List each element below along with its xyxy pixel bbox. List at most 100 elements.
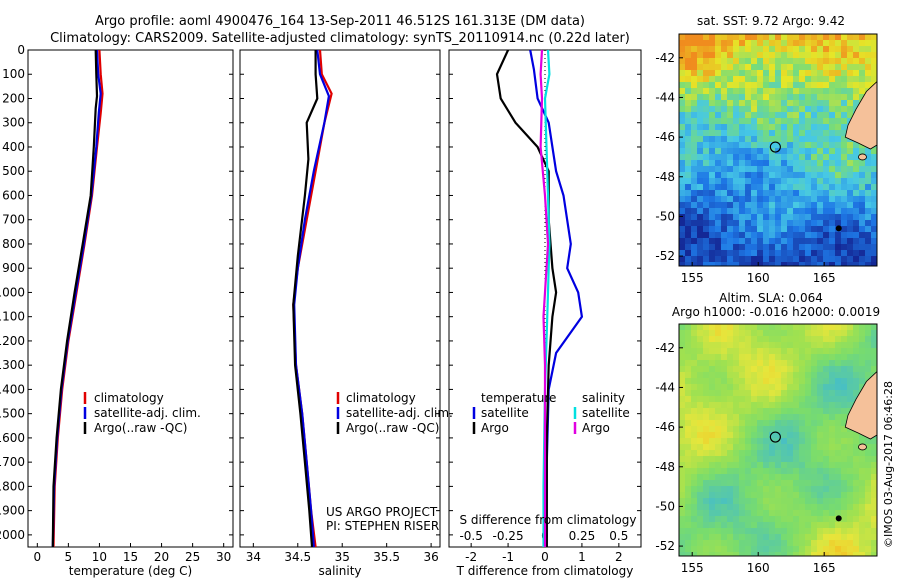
map-cell [871, 492, 877, 498]
map-cell [805, 528, 811, 534]
map-cell [817, 82, 823, 88]
map-cell [817, 202, 823, 208]
map-cell [715, 366, 721, 372]
y-tick-label: 1800 [0, 479, 25, 493]
map-cell [853, 154, 859, 160]
map-cell [853, 232, 859, 238]
map-cell [703, 88, 709, 94]
map-cell [823, 420, 829, 426]
map-cell [847, 546, 853, 552]
map-cell [769, 330, 775, 336]
map-cell [721, 142, 727, 148]
map-cell [703, 226, 709, 232]
map-cell [847, 522, 853, 528]
map-cell [691, 184, 697, 190]
map-cell [871, 504, 877, 510]
map-cell [871, 450, 877, 456]
map-cell [733, 166, 739, 172]
map-cell [721, 64, 727, 70]
map-cell [739, 330, 745, 336]
map-cell [865, 324, 871, 330]
map-cell [721, 456, 727, 462]
map-cell [685, 324, 691, 330]
map-cell [871, 456, 877, 462]
x-tick-label: 34 [246, 550, 261, 564]
map-cell [829, 148, 835, 154]
map-cell [679, 546, 685, 552]
map-cell [817, 384, 823, 390]
map-cell [757, 226, 763, 232]
map-cell [835, 534, 841, 540]
map-cell [811, 88, 817, 94]
map-cell [733, 402, 739, 408]
map-cell [727, 148, 733, 154]
map-cell [763, 486, 769, 492]
map-cell [703, 238, 709, 244]
map-cell [763, 444, 769, 450]
map-cell [793, 178, 799, 184]
legend-climatology: climatology [346, 391, 416, 405]
map-cell [841, 516, 847, 522]
map-cell [751, 462, 757, 468]
map-cell [721, 390, 727, 396]
map-cell [817, 142, 823, 148]
map-cell [691, 534, 697, 540]
map-cell [811, 324, 817, 330]
map-cell [781, 408, 787, 414]
map-cell [733, 552, 739, 556]
map-cell [817, 336, 823, 342]
map-cell [823, 414, 829, 420]
map-cell [841, 214, 847, 220]
map-cell [841, 172, 847, 178]
map-cell [835, 160, 841, 166]
map-cell [715, 330, 721, 336]
map-cell [859, 166, 865, 172]
map-cell [853, 336, 859, 342]
map-cell [817, 148, 823, 154]
map-cell [691, 342, 697, 348]
map-cell [829, 64, 835, 70]
map-cell [841, 378, 847, 384]
map-cell [697, 432, 703, 438]
map-cell [799, 244, 805, 250]
map-cell [751, 420, 757, 426]
legend-s-argo: Argo [582, 421, 610, 435]
map-cell [721, 214, 727, 220]
map-cell [823, 52, 829, 58]
map-cell [769, 196, 775, 202]
map-cell [775, 76, 781, 82]
map-cell [769, 510, 775, 516]
map-cell [799, 366, 805, 372]
sla-map-title: Altim. SLA: 0.064 [719, 291, 823, 305]
map-cell [745, 166, 751, 172]
map-cell [763, 202, 769, 208]
map-cell [751, 378, 757, 384]
map-cell [829, 546, 835, 552]
map-cell [697, 330, 703, 336]
map-cell [805, 124, 811, 130]
map-cell [769, 402, 775, 408]
map-cell [685, 142, 691, 148]
map-cell [697, 552, 703, 556]
map-cell [703, 492, 709, 498]
map-cell [829, 70, 835, 76]
map-cell [769, 522, 775, 528]
map-cell [823, 82, 829, 88]
map-cell [703, 402, 709, 408]
map-cell [745, 522, 751, 528]
map-cell [679, 336, 685, 342]
map-cell [781, 510, 787, 516]
map-cell [787, 462, 793, 468]
y-tick-label: -44 [655, 90, 675, 104]
map-cell [799, 118, 805, 124]
map-cell [775, 58, 781, 64]
map-cell [745, 492, 751, 498]
x-tick-label: 30 [216, 550, 231, 564]
map-cell [715, 100, 721, 106]
map-cell [859, 498, 865, 504]
map-cell [799, 46, 805, 52]
map-cell [835, 456, 841, 462]
map-cell [763, 226, 769, 232]
map-cell [871, 202, 877, 208]
map-cell [775, 34, 781, 40]
